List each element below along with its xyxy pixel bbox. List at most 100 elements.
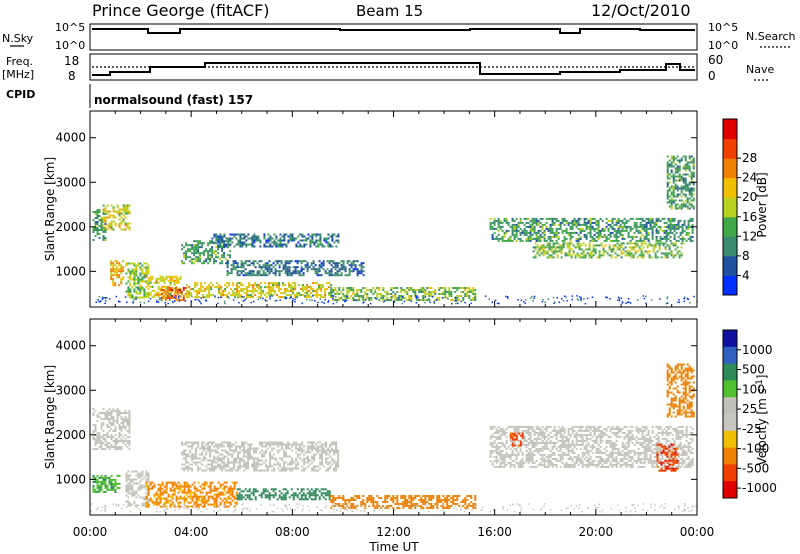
data-cell (170, 289, 173, 291)
data-cell (606, 252, 609, 255)
data-cell (106, 442, 109, 445)
data-cell (617, 296, 620, 299)
data-cell (143, 288, 146, 291)
data-cell (251, 295, 253, 297)
data-cell (603, 235, 606, 238)
data-cell (460, 300, 462, 303)
data-cell (288, 272, 291, 275)
data-cell (300, 274, 303, 277)
data-cell (203, 505, 206, 508)
data-cell (183, 467, 186, 470)
data-cell (677, 235, 680, 238)
data-cell (666, 171, 669, 174)
data-cell (133, 268, 136, 271)
data-cell (114, 428, 117, 431)
data-cell (645, 227, 648, 230)
data-cell (94, 476, 97, 479)
data-cell (267, 241, 270, 244)
data-cell (128, 430, 131, 433)
data-cell (221, 260, 224, 263)
data-cell (92, 432, 95, 435)
data-cell (474, 293, 477, 295)
data-cell (236, 488, 239, 491)
data-cell (217, 495, 220, 498)
data-cell (252, 288, 255, 291)
data-cell (209, 483, 212, 486)
data-cell (532, 300, 534, 302)
data-cell (635, 227, 638, 230)
data-cell (649, 221, 652, 224)
data-cell (538, 250, 541, 253)
data-cell (293, 441, 296, 444)
data-cell (438, 289, 441, 291)
data-cell (450, 299, 453, 301)
data-cell (664, 252, 667, 255)
data-cell (193, 461, 196, 464)
data-cell (215, 233, 218, 236)
data-cell (127, 496, 130, 499)
data-cell (141, 278, 144, 281)
data-cell (657, 219, 660, 222)
data-cell (286, 288, 289, 291)
data-cell (228, 272, 231, 275)
data-cell (374, 291, 377, 293)
data-cell (239, 451, 242, 454)
data-cell (628, 250, 631, 253)
data-cell (295, 451, 298, 454)
data-cell (108, 216, 111, 219)
data-cell (328, 262, 331, 265)
data-cell (321, 463, 324, 466)
data-cell (254, 290, 257, 293)
data-cell (229, 497, 232, 500)
data-cell (249, 447, 252, 450)
data-cell (199, 256, 202, 259)
data-cell (236, 286, 239, 289)
data-cell (539, 221, 542, 224)
data-cell (284, 488, 287, 491)
data-cell (241, 233, 244, 236)
data-cell (635, 239, 638, 242)
data-cell (191, 505, 194, 508)
data-cell (484, 295, 487, 297)
data-cell (110, 486, 113, 489)
data-cell (207, 250, 210, 253)
data-cell (116, 204, 119, 207)
data-cell (266, 262, 269, 265)
data-cell (678, 301, 681, 304)
data-cell (269, 245, 272, 248)
data-cell (494, 299, 497, 302)
data-cell (306, 298, 308, 301)
data-cell (509, 225, 512, 228)
data-cell (248, 284, 251, 287)
data-cell (515, 235, 518, 238)
data-cell (153, 501, 156, 504)
data-cell (241, 241, 244, 244)
data-cell (291, 239, 294, 242)
data-cell (119, 301, 121, 303)
data-cell (102, 422, 105, 425)
data-cell (649, 227, 652, 230)
data-cell (260, 268, 263, 271)
data-cell (186, 290, 189, 293)
data-cell (129, 262, 132, 265)
data-cell (316, 288, 319, 291)
data-cell (551, 235, 554, 238)
data-cell (268, 292, 271, 295)
data-cell (356, 295, 359, 297)
data-cell (313, 457, 316, 460)
colorbar-tick-label: 28 (742, 151, 757, 165)
data-cell (534, 256, 537, 259)
data-cell (110, 276, 113, 279)
data-cell (542, 298, 544, 301)
data-cell (307, 461, 310, 464)
data-cell (513, 227, 516, 230)
data-cell (616, 254, 619, 257)
data-cell (219, 485, 222, 488)
data-cell (139, 496, 142, 499)
data-cell (266, 274, 269, 277)
data-cell (141, 486, 144, 489)
data-cell (175, 485, 178, 488)
data-cell (613, 235, 616, 238)
data-cell (141, 470, 144, 473)
data-cell (638, 254, 641, 257)
